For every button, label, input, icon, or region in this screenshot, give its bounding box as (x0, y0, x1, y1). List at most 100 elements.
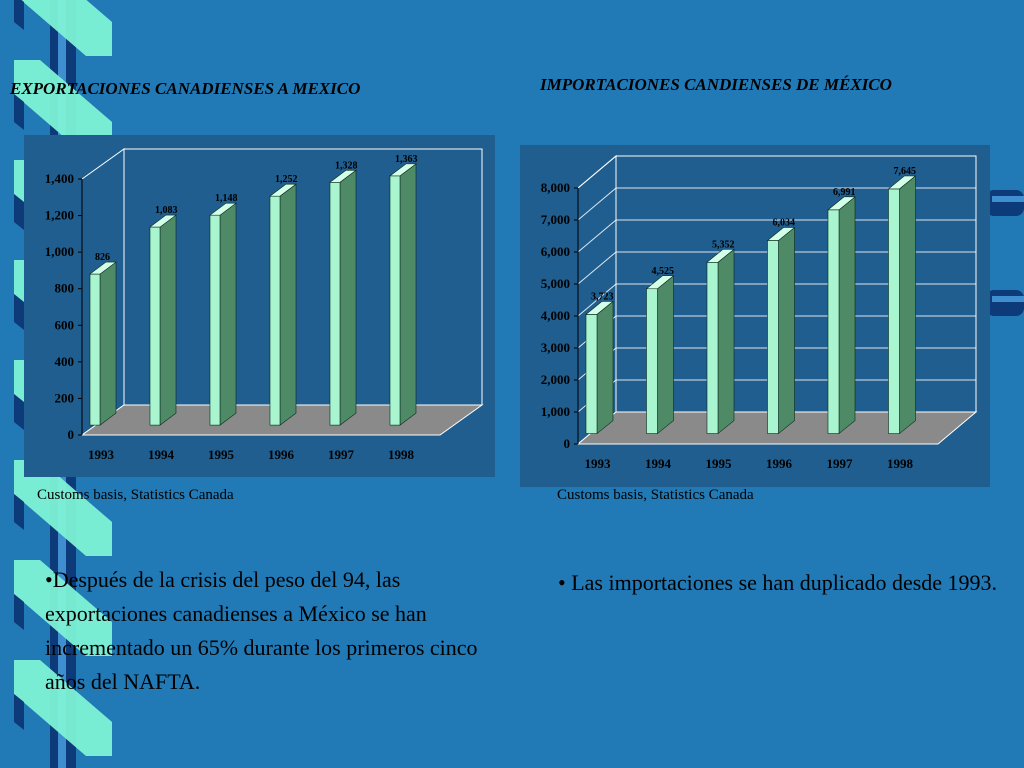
bar-1995 (706, 248, 735, 435)
bar-front (706, 261, 719, 434)
imports-title: IMPORTACIONES CANDIENSES DE MÉXICO (540, 75, 892, 94)
x-tick-label: 1995 (208, 447, 235, 462)
ribbon-band-edge (14, 494, 24, 530)
right-bar-highlight (992, 196, 1024, 202)
ribbon-band-edge (14, 394, 24, 430)
right-bar-highlight (992, 296, 1024, 302)
bar-top (766, 227, 796, 241)
ribbon-band (14, 460, 112, 556)
x-tick-label: 1993 (88, 447, 115, 462)
value-label: 6,034 (773, 217, 796, 228)
x-tick-label: 1997 (827, 456, 854, 471)
bar-front (585, 314, 598, 434)
value-label: 1,148 (215, 193, 238, 204)
value-label: 7,645 (894, 166, 917, 177)
x-tick-label: 1997 (328, 447, 355, 462)
exports-chart-panel: 0 200 400 600 800 1,000 1,200 1,400 826 1993 1,083… (24, 135, 495, 477)
y-tick-label: 5,000 (541, 276, 570, 291)
y-tick-label: 600 (55, 317, 75, 332)
bar-front (89, 273, 101, 426)
bar-side (219, 202, 237, 426)
exports-chart: 0 200 400 600 800 1,000 1,200 1,400 826 1993 1,083… (45, 148, 484, 462)
bar-front (269, 195, 281, 426)
ribbon-band (20, 0, 112, 56)
bar-side (399, 163, 417, 426)
y-tick-label: 1,400 (45, 171, 74, 186)
y-tick-label: 2,000 (541, 372, 570, 387)
x-tick-label: 1998 (388, 447, 415, 462)
bar-1995 (209, 202, 237, 426)
bar-1996 (269, 183, 297, 426)
bar-1996 (766, 226, 796, 435)
value-label: 5,352 (712, 239, 735, 250)
bar-1997 (827, 196, 856, 435)
y-tick-label: 7,000 (541, 212, 570, 227)
y-tick-label: 1,000 (45, 244, 74, 259)
bar-top (645, 275, 675, 290)
right-bar (986, 290, 1024, 316)
ribbon-band-edge (14, 294, 24, 330)
gridline (577, 251, 976, 285)
gridline (577, 155, 976, 189)
x-tick-label: 1996 (268, 447, 295, 462)
exports-title: EXPORTACIONES CANADIENSES A MEXICO (10, 79, 361, 98)
bar-side (159, 214, 177, 426)
y-tick-label: 6,000 (541, 244, 570, 259)
imports-source: Customs basis, Statistics Canada (557, 487, 754, 503)
bar-side (657, 275, 674, 435)
bar-top (269, 183, 297, 197)
bar-side (838, 196, 856, 435)
bar-1997 (329, 169, 357, 426)
gridline (577, 283, 976, 317)
value-label: 1,083 (155, 205, 178, 216)
bar-side (717, 248, 735, 435)
bar-top (209, 202, 237, 216)
x-tick-label: 1994 (148, 447, 175, 462)
bar-front (329, 181, 341, 426)
ribbon-band-edge (14, 694, 24, 730)
value-label: 1,252 (275, 174, 298, 185)
bar-top (827, 196, 856, 211)
imports-chart: 0 1,000 2,000 3,000 4,000 5,000 6,000 7,000 8,00… (541, 154, 978, 471)
y-tick-label: 0 (564, 436, 571, 451)
bar-front (767, 240, 779, 434)
bar-top (149, 214, 177, 228)
x-tick-label: 1995 (706, 456, 733, 471)
ribbon-band-edge (14, 94, 24, 130)
y-tick-label: 3,000 (541, 340, 570, 355)
bar-top (585, 301, 614, 315)
exports-note: •Después de la crisis del peso del 94, l… (45, 567, 478, 694)
bar-front (149, 226, 161, 426)
bar-1994 (149, 214, 177, 426)
y-tick-label: 0 (68, 427, 75, 442)
imports-chart-panel: 0 1,000 2,000 3,000 4,000 5,000 6,000 7,000 8,00… (520, 145, 990, 487)
ribbon-band (14, 660, 112, 756)
y-tick-label: 1,200 (45, 208, 74, 223)
bar-1998 (389, 163, 417, 426)
bar-front (209, 214, 221, 426)
right-bar (986, 190, 1024, 216)
right-edge-bars (986, 190, 1024, 316)
bar-front (389, 175, 401, 426)
bar-1998 (887, 175, 917, 435)
bar-1993 (585, 300, 614, 435)
bar-front (646, 288, 658, 434)
y-tick-label: 800 (55, 281, 75, 296)
gridline (577, 219, 976, 253)
x-tick-label: 1996 (766, 456, 793, 471)
bar-top (706, 248, 735, 263)
x-tick-label: 1998 (887, 456, 914, 471)
x-tick-label: 1994 (645, 456, 672, 471)
y-tick-label: 200 (55, 390, 75, 405)
y-tick-label: 400 (55, 354, 75, 369)
chart-back-wall (123, 148, 483, 406)
bar-side (99, 261, 117, 426)
y-tick-label: 4,000 (541, 308, 570, 323)
x-tick-label: 1993 (585, 456, 612, 471)
gridline (577, 187, 976, 221)
value-label: 4,525 (652, 266, 675, 277)
value-label: 3,723 (591, 291, 614, 302)
ribbon-band (14, 60, 112, 156)
bar-front (827, 209, 840, 434)
ribbon-band-edge (14, 0, 24, 30)
